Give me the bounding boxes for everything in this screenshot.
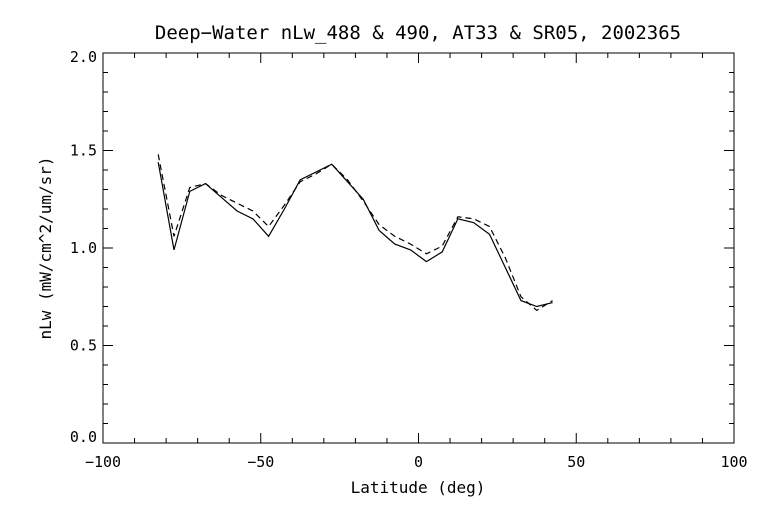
x-tick-label: 0 [414, 453, 423, 471]
x-axis-label: Latitude (deg) [351, 478, 486, 497]
x-tick-label: −100 [85, 453, 121, 471]
y-tick-label: 1.5 [70, 142, 97, 160]
x-tick-label: 50 [567, 453, 585, 471]
x-tick-label: −50 [247, 453, 274, 471]
series-layer [157, 154, 553, 312]
y-tick-label: 2.0 [70, 48, 97, 66]
series-line-dashed [157, 154, 553, 312]
y-tick-label: 0.0 [70, 428, 97, 446]
y-tick-label: 1.0 [70, 239, 97, 257]
chart-title: Deep−Water nLw_488 & 490, AT33 & SR05, 2… [155, 22, 681, 44]
y-tick-label: 0.5 [70, 337, 97, 355]
axis-ticks [102, 52, 735, 444]
axis-tick-labels: −100 −50 0 50 100 0.0 0.5 1.0 1.5 2.0 [70, 48, 748, 471]
x-tick-label: 100 [720, 453, 747, 471]
y-axis-label: nLw (mW/cm^2/um/sr) [36, 156, 55, 339]
